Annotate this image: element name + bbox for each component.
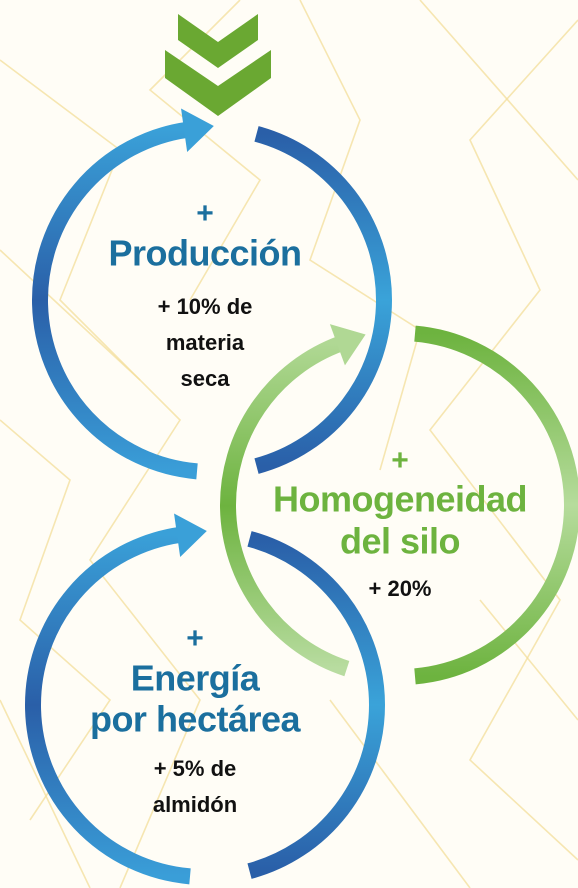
plus-sign: + [196,197,214,230]
plus-sign: + [186,622,204,655]
arc [247,531,385,879]
arc [254,126,392,474]
benefit-title: Energía [131,658,261,699]
arc [25,526,191,885]
cycle-arrows [25,108,578,885]
benefit-detail: materia [166,330,245,355]
benefit-title: Homogeneidad [273,479,527,520]
plus-sign: + [391,444,409,477]
arc [414,325,578,685]
benefit-detail: almidón [153,792,237,817]
arrowhead [329,324,366,366]
arc [220,335,350,677]
arc [32,121,198,480]
chevrons [165,14,271,116]
chevron [178,14,258,68]
benefit-detail: seca [181,366,231,391]
benefit-detail: + 5% de [154,756,237,781]
benefit-detail: + 20% [369,576,432,601]
chevron [165,50,271,116]
labels: +Producción+ 10% demateriaseca+Homogenei… [90,197,528,817]
benefit-title: Producción [108,233,301,274]
benefit-title: del silo [340,521,460,562]
arrowhead [181,108,214,153]
benefit-detail: + 10% de [158,294,253,319]
arrowhead [174,513,207,558]
benefit-title: por hectárea [90,699,302,740]
